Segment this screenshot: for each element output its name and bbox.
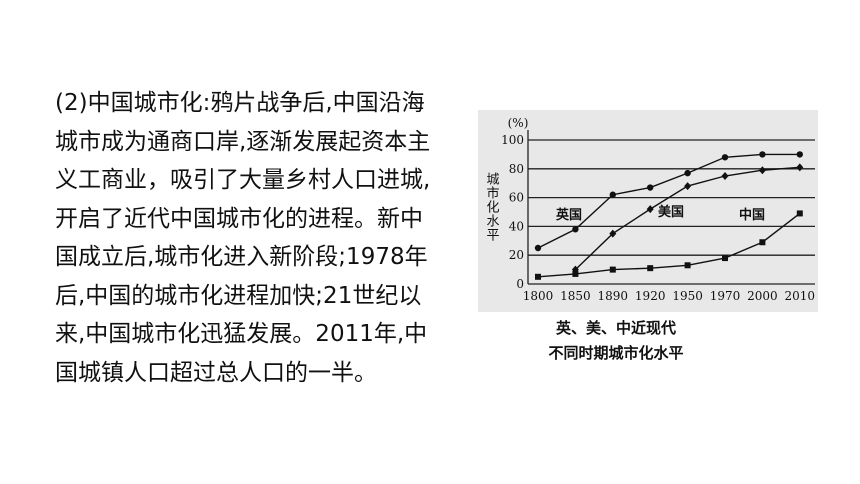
x-tick-label: 1970 [710, 289, 741, 303]
marker [758, 166, 766, 175]
text-line: 国城镇人口超过总人口的一半。 [55, 359, 377, 386]
text-line: 城市成为通商口岸,逐渐发展起资本主 [55, 128, 431, 155]
x-tick-label: 1800 [523, 289, 554, 303]
marker [796, 151, 803, 158]
series-line [537, 153, 800, 249]
marker [572, 270, 579, 277]
series-line [537, 212, 801, 278]
text-line: 国成立后,城市化进入新阶段;1978年 [55, 244, 428, 270]
y-tick-label: 60 [509, 191, 524, 205]
marker [609, 229, 617, 238]
marker [647, 265, 654, 272]
y-tick-label: 0 [516, 277, 524, 291]
y-tick-label: 80 [509, 162, 524, 176]
marker [684, 262, 691, 269]
marker [722, 255, 728, 262]
marker [721, 172, 729, 180]
caption: 英、美、中近现代 [556, 319, 676, 337]
y-axis-label: 城市化水平 [484, 172, 500, 242]
y-tick-label: 20 [509, 248, 524, 262]
marker [535, 273, 541, 280]
y-tick-label: 100 [501, 133, 524, 147]
text-line: (2)中国城市化:鸦片战争后,中国沿海 [55, 90, 425, 116]
marker [684, 182, 692, 191]
marker [609, 191, 616, 198]
y-tick-label: 40 [509, 219, 524, 233]
series-label: 英国 [555, 207, 582, 223]
text-line: 开启了近代中国城市化的进程。新中 [55, 205, 423, 232]
text-line: 来,中国城市化迅猛发展。2011年,中 [55, 321, 428, 347]
x-tick-label: 1950 [672, 289, 703, 303]
text-line: 后,中国的城市化进程加快;21世纪以 [55, 282, 422, 309]
x-tick-label: 1850 [560, 289, 591, 303]
x-tick-label: 2010 [785, 289, 816, 303]
paragraph: (2)中国城市化:鸦片战争后,中国沿海 城市成为通商口岸,逐渐发展起资本主 义工商业… [55, 84, 475, 392]
text-line: 义工商业，吸引了大量乡村人口进城, [55, 167, 431, 193]
marker [609, 266, 616, 273]
marker [684, 169, 691, 177]
x-tick-label: 1920 [635, 289, 666, 303]
marker [572, 226, 579, 233]
marker [759, 151, 766, 158]
series-label: 中国 [739, 207, 765, 223]
marker [646, 205, 654, 214]
marker [759, 239, 766, 246]
marker [647, 184, 654, 191]
marker [534, 244, 542, 252]
marker [796, 163, 804, 172]
y-unit: (%) [508, 116, 529, 130]
caption: 不同时期城市化水平 [548, 344, 683, 362]
marker [796, 210, 803, 217]
x-tick-label: 1890 [598, 289, 629, 303]
series-label: 美国 [658, 204, 684, 220]
x-tick-label: 2000 [747, 289, 778, 303]
marker [721, 154, 729, 161]
